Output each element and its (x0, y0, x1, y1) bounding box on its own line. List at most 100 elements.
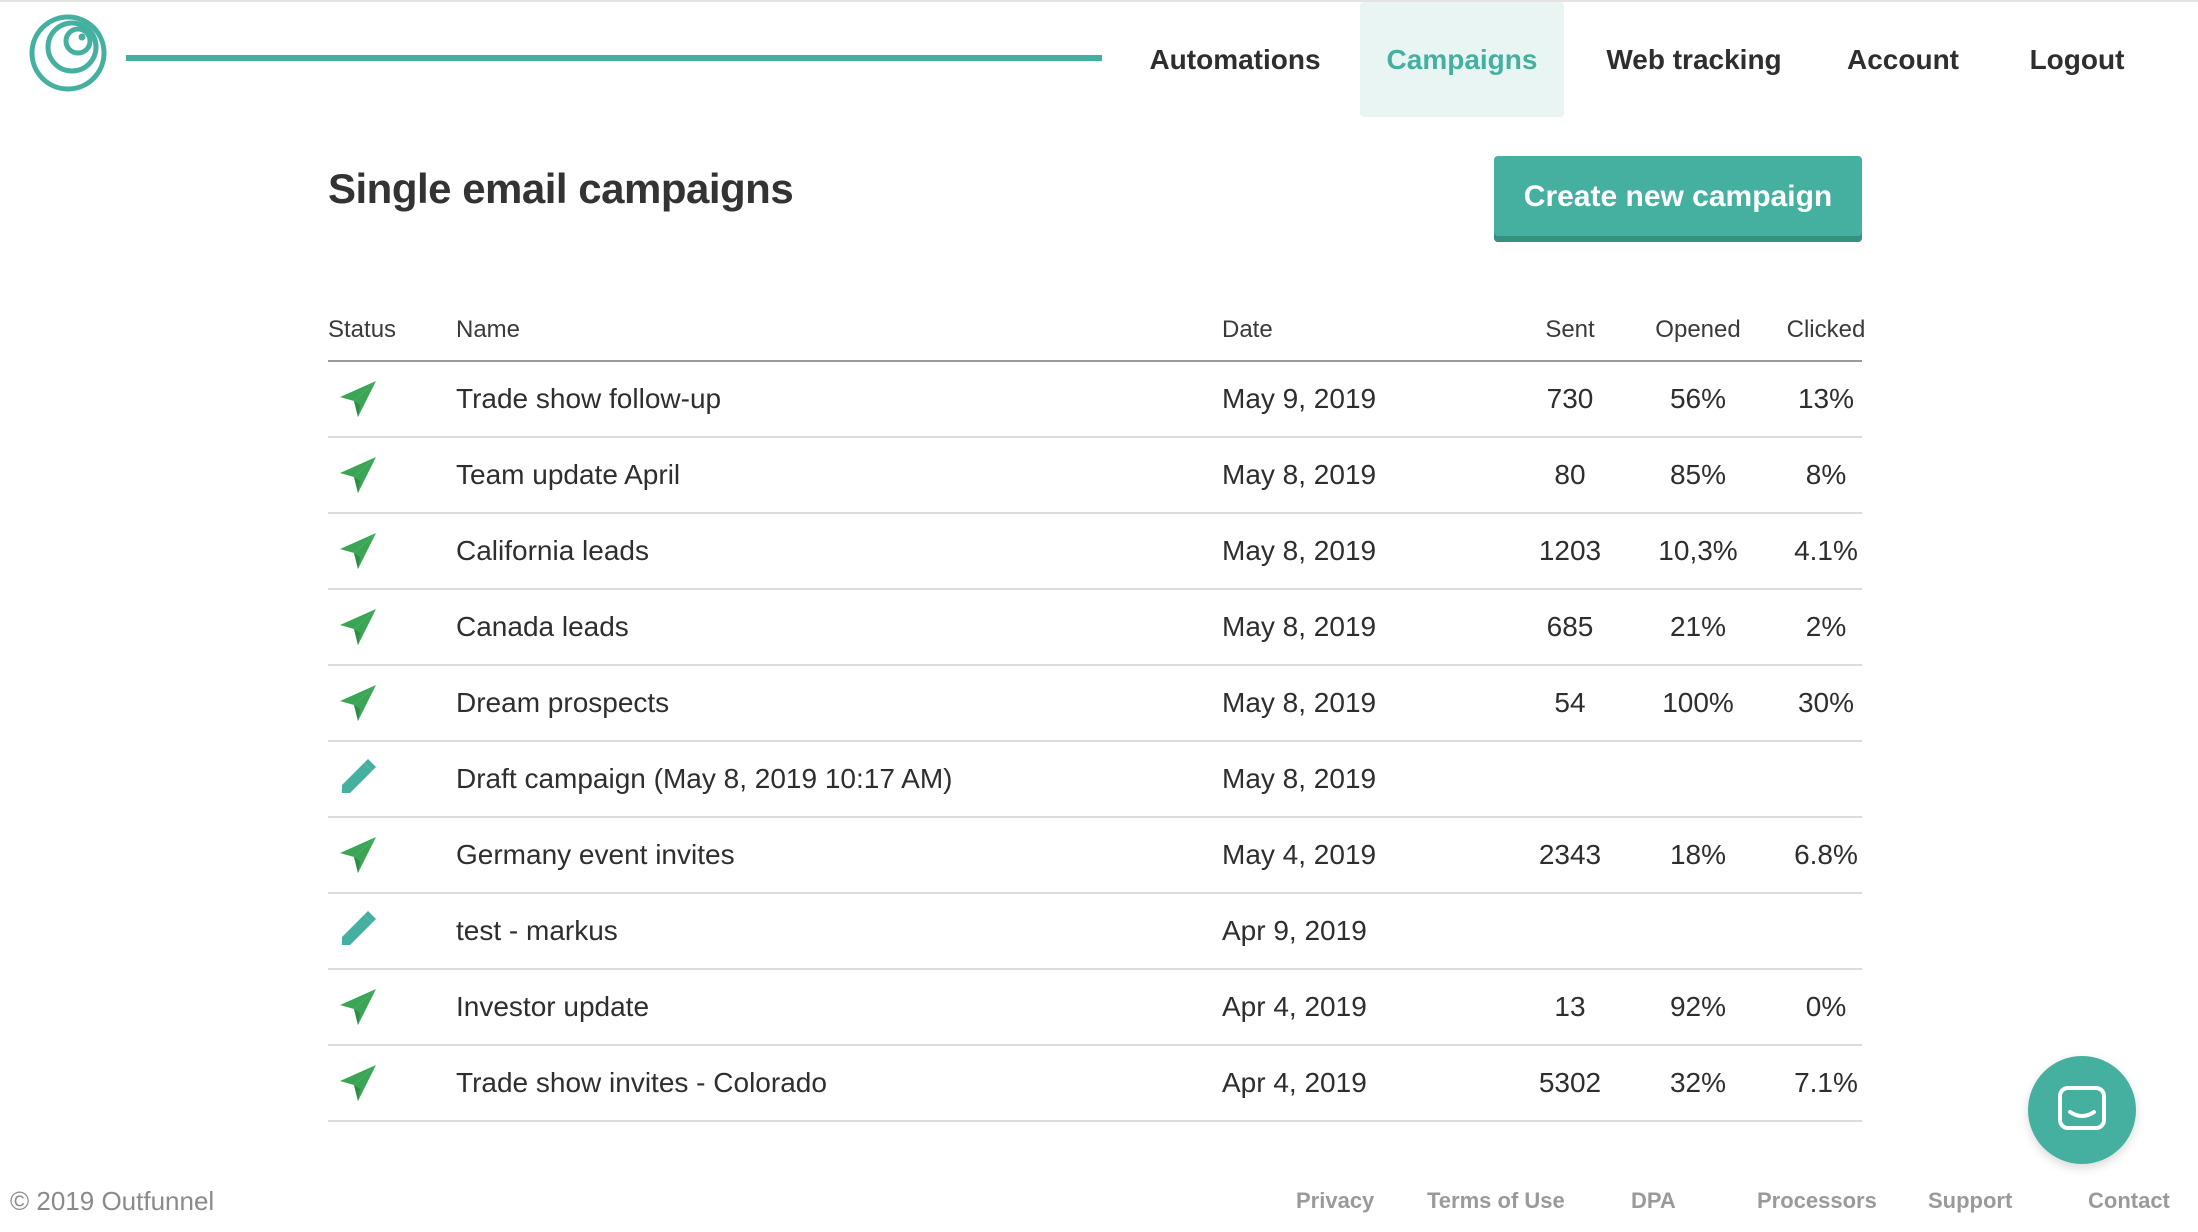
campaign-clicked: 8% (1805, 459, 1847, 490)
status-cell (336, 1046, 446, 1120)
campaign-opened: 18% (1669, 839, 1727, 870)
status-cell (336, 894, 446, 968)
column-header-date: Date (1222, 316, 1273, 343)
campaign-name[interactable]: Draft campaign (May 8, 2019 10:17 AM) (456, 763, 953, 794)
page-title: Single email campaigns (328, 165, 794, 212)
nav-account[interactable]: Account (1847, 43, 1959, 75)
campaign-name[interactable]: Team update April (456, 459, 681, 490)
pencil-icon (342, 911, 376, 945)
status-cell (336, 818, 446, 892)
status-cell (336, 438, 446, 512)
footer-link-privacy[interactable]: Privacy (1296, 1188, 1375, 1213)
campaign-clicked: 2% (1805, 611, 1847, 642)
table-row[interactable]: test - markus Apr 9, 2019 (328, 894, 1862, 970)
campaign-date: May 4, 2019 (1222, 839, 1377, 870)
campaign-date: Apr 4, 2019 (1222, 991, 1367, 1022)
brand-line (126, 55, 1102, 61)
column-header-sent: Sent (1545, 316, 1595, 343)
campaign-clicked: 4.1% (1794, 535, 1858, 566)
campaign-opened: 32% (1669, 1067, 1727, 1098)
paper-plane-icon (340, 609, 376, 645)
table-row[interactable]: Canada leads May 8, 2019 685 21% 2% (328, 590, 1862, 666)
footer-link-contact[interactable]: Contact (2088, 1188, 2170, 1213)
campaign-clicked: 13% (1797, 383, 1855, 414)
campaign-name[interactable]: Germany event invites (456, 839, 735, 870)
footer-link-dpa[interactable]: DPA (1631, 1188, 1676, 1213)
footer-link-processors[interactable]: Processors (1757, 1188, 1877, 1213)
campaign-name[interactable]: Trade show follow-up (456, 383, 722, 414)
table-row[interactable]: Investor update Apr 4, 2019 13 92% 0% (328, 970, 1862, 1046)
footer-link-terms[interactable]: Terms of Use (1427, 1188, 1565, 1213)
paper-plane-icon (340, 685, 376, 721)
table-row[interactable]: Trade show invites - Colorado Apr 4, 2019… (328, 1046, 1862, 1122)
nav-automations[interactable]: Automations (1149, 43, 1321, 75)
campaign-name[interactable]: Canada leads (456, 611, 629, 642)
table-row[interactable]: California leads May 8, 2019 1203 10,3% 4.1% (328, 514, 1862, 590)
campaign-opened: 92% (1669, 991, 1727, 1022)
campaign-opened: 21% (1669, 611, 1727, 642)
campaigns-table: Status Name Date Sent Opened Clicked Tra… (328, 300, 1865, 1122)
nav-logout[interactable]: Logout (2029, 43, 2125, 75)
campaign-sent: 685 (1546, 611, 1594, 642)
status-cell (336, 742, 446, 816)
campaign-sent: 2343 (1538, 839, 1602, 870)
status-cell (336, 666, 446, 740)
column-header-clicked: Clicked (1786, 316, 1866, 343)
outfunnel-swirl-icon (29, 14, 107, 92)
chat-button[interactable] (2028, 1056, 2136, 1164)
campaign-sent: 730 (1546, 383, 1594, 414)
paper-plane-icon (340, 989, 376, 1025)
campaign-sent: 1203 (1538, 535, 1602, 566)
nav-campaigns[interactable]: Campaigns (1360, 2, 1564, 117)
status-cell (336, 590, 446, 664)
campaign-opened: 10,3% (1658, 535, 1738, 566)
campaign-name[interactable]: Dream prospects (456, 687, 670, 718)
table-row[interactable]: Draft campaign (May 8, 2019 10:17 AM) May… (328, 742, 1862, 818)
column-header-name: Name (456, 316, 521, 343)
table-body: Trade show follow-up May 9, 2019 730 56% 13%… (328, 362, 1862, 1122)
table-row[interactable]: Germany event invites May 4, 2019 2343 18% 6… (328, 818, 1862, 894)
column-header-status: Status (328, 316, 397, 343)
campaign-date: May 9, 2019 (1222, 383, 1377, 414)
campaign-sent: 54 (1554, 687, 1586, 718)
campaign-name[interactable]: Trade show invites - Colorado (456, 1067, 827, 1098)
campaign-date: May 8, 2019 (1222, 459, 1377, 490)
campaign-date: Apr 4, 2019 (1222, 1067, 1367, 1098)
nav-web-tracking[interactable]: Web tracking (1606, 43, 1782, 75)
campaign-opened: 100% (1662, 687, 1734, 718)
status-cell (336, 970, 446, 1044)
chat-bubble-icon (2058, 1086, 2106, 1130)
campaign-clicked: 6.8% (1794, 839, 1858, 870)
table-row[interactable]: Trade show follow-up May 9, 2019 730 56% 13% (328, 362, 1862, 438)
campaign-date: May 8, 2019 (1222, 687, 1377, 718)
campaign-opened: 56% (1669, 383, 1727, 414)
campaign-date: May 8, 2019 (1222, 611, 1377, 642)
campaign-name[interactable]: test - markus (456, 915, 618, 946)
campaign-clicked: 0% (1805, 991, 1847, 1022)
campaign-name[interactable]: California leads (456, 535, 649, 566)
paper-plane-icon (340, 381, 376, 417)
pencil-icon (342, 759, 376, 793)
campaign-clicked (1744, 894, 1908, 968)
create-campaign-button[interactable]: Create new campaign (1494, 156, 1862, 242)
campaign-date: May 8, 2019 (1222, 535, 1377, 566)
campaign-date: Apr 9, 2019 (1222, 915, 1367, 946)
column-header-opened: Opened (1655, 316, 1741, 343)
campaign-opened: 85% (1669, 459, 1727, 490)
paper-plane-icon (340, 533, 376, 569)
campaign-name[interactable]: Investor update (456, 991, 650, 1022)
campaign-clicked: 30% (1797, 687, 1855, 718)
footer-link-support[interactable]: Support (1928, 1188, 2013, 1213)
table-row[interactable]: Team update April May 8, 2019 80 85% 8% (328, 438, 1862, 514)
table-header: Status Name Date Sent Opened Clicked (328, 300, 1865, 362)
paper-plane-icon (340, 1065, 376, 1101)
campaign-sent: 13 (1554, 991, 1586, 1022)
footer-copyright: © 2019 Outfunnel (10, 1186, 215, 1216)
top-border (0, 0, 2198, 2)
table-row[interactable]: Dream prospects May 8, 2019 54 100% 30% (328, 666, 1862, 742)
campaign-clicked: 7.1% (1794, 1067, 1858, 1098)
outfunnel-logo[interactable] (28, 13, 108, 93)
paper-plane-icon (340, 457, 376, 493)
campaign-sent: 5302 (1538, 1067, 1602, 1098)
status-cell (336, 362, 446, 436)
